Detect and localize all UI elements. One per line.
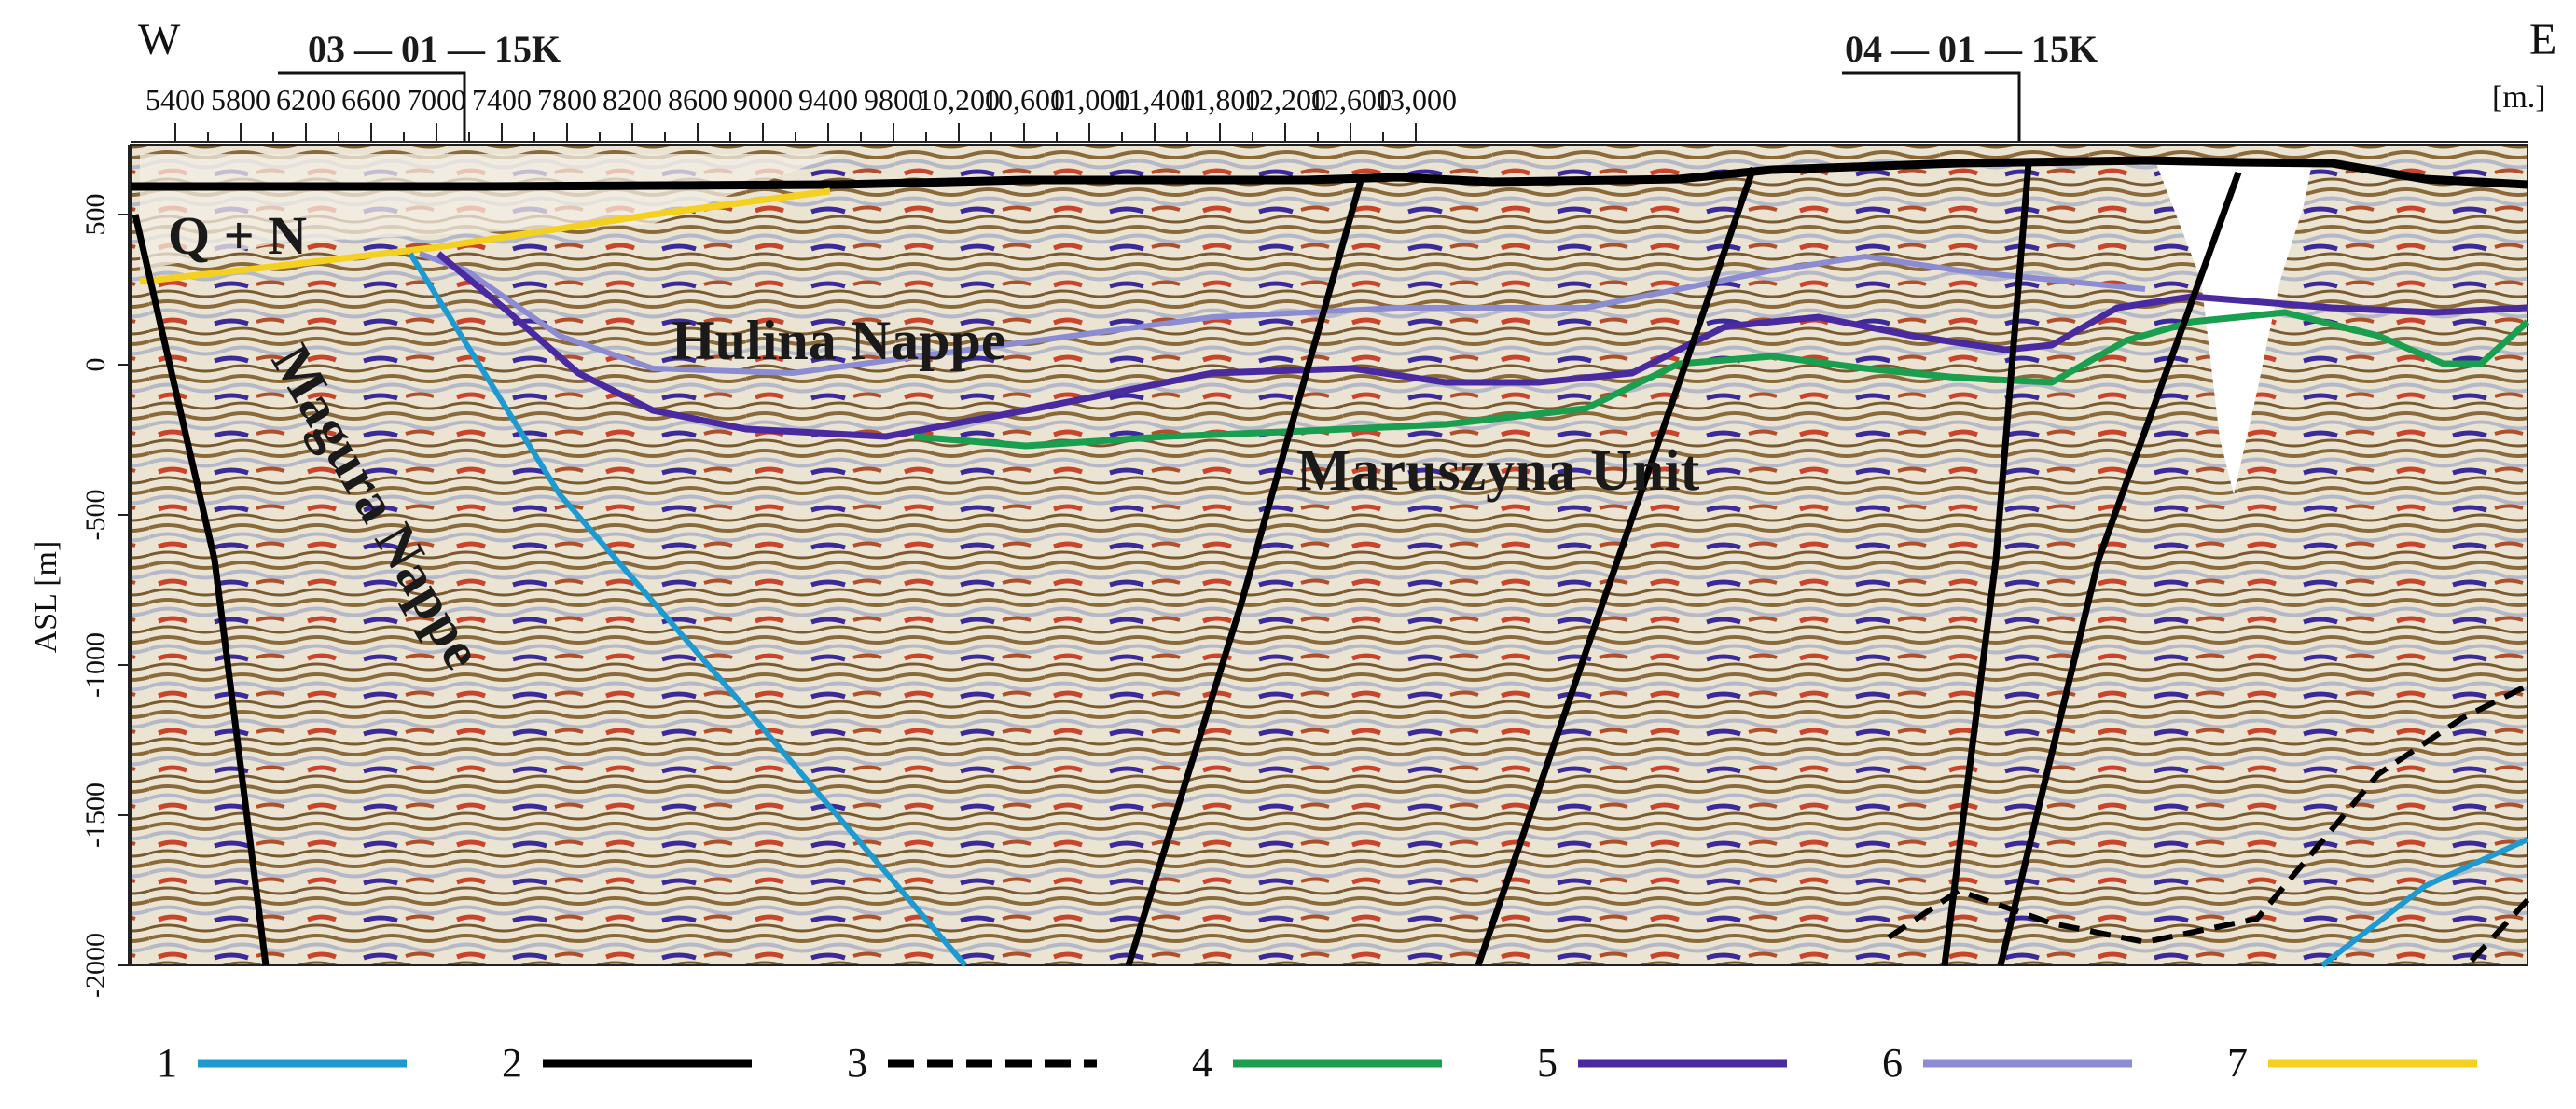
- distance-tick-label: 8200: [602, 83, 662, 117]
- legend-item-3: 3: [847, 1040, 1097, 1086]
- legend-number: 4: [1192, 1040, 1212, 1086]
- fault-line: [1475, 166, 1757, 967]
- legend-number: 1: [157, 1040, 177, 1086]
- qn-base-line: [139, 187, 831, 285]
- depth-tick-label: 0: [80, 358, 111, 372]
- fault-line: [1997, 171, 2242, 966]
- fault-line: [132, 214, 270, 966]
- distance-axis: 5400 5800 6200 6600 7000 7400 7800 8200 8600 9000…: [131, 83, 2528, 143]
- fault-line: [1125, 176, 1365, 967]
- no-data-notch: [2154, 159, 2313, 494]
- legend: 1 2 3 4 5 6 7: [157, 1040, 2477, 1086]
- depth-tick-label: 500: [80, 194, 111, 236]
- well-label-left: 03 — 01 — 15K: [308, 28, 561, 70]
- legend-number: 6: [1882, 1040, 1903, 1086]
- well-label-right: 04 — 01 — 15K: [1845, 28, 2098, 70]
- legend-item-6: 6: [1882, 1040, 2132, 1086]
- distance-tick-label: 11,000: [1049, 83, 1130, 117]
- depth-tick-label: -1000: [80, 632, 111, 698]
- distance-tick-label: 11,400: [1115, 83, 1196, 117]
- distance-tick-label: 9400: [798, 83, 858, 117]
- distance-tick-label: 5800: [211, 83, 270, 117]
- depth-tick-label: -500: [80, 490, 111, 541]
- topography-line: [131, 156, 2528, 191]
- legend-item-7: 7: [2227, 1040, 2477, 1086]
- horizon-5-line: [436, 251, 2528, 440]
- well-bracket-left: [278, 71, 466, 142]
- distance-tick-label: 9800: [864, 83, 923, 117]
- distance-tick-label: 7800: [537, 83, 597, 117]
- overthrust-line-east: [2320, 837, 2529, 968]
- legend-item-4: 4: [1192, 1040, 1442, 1086]
- depth-tick-label: -1500: [80, 783, 111, 848]
- label-q-n: Q + N: [168, 205, 307, 266]
- fault-line: [1941, 162, 2032, 966]
- east-label: E: [2529, 15, 2556, 64]
- distance-tick-label: 10,200: [918, 83, 1000, 117]
- distance-tick-label: 9000: [733, 83, 793, 117]
- horizon-6-line: [418, 251, 2146, 377]
- depth-axis-title: ASL [m]: [29, 541, 63, 654]
- depth-tick-label: -2000: [80, 933, 111, 998]
- label-hulina-nappe: Hulina Nappe: [672, 310, 1005, 371]
- dashed-horizon-line: [2469, 897, 2530, 963]
- distance-tick-label: 12,600: [1309, 83, 1392, 117]
- overthrust-line: [408, 252, 968, 967]
- west-label: W: [138, 15, 181, 64]
- distance-tick-label: 6200: [276, 83, 336, 117]
- seismic-panel: [131, 145, 2528, 965]
- dashed-horizon-line: [1887, 683, 2529, 946]
- distance-tick-label: 11,800: [1180, 83, 1261, 117]
- depth-axis: 500 0 -500 -1000 -1500 -2000: [80, 145, 131, 998]
- panel-frame: [130, 144, 2528, 966]
- legend-number: 3: [847, 1040, 867, 1086]
- distance-tick-label: 5400: [145, 83, 205, 117]
- distance-tick-label: 7000: [407, 83, 466, 117]
- legend-number: 2: [502, 1040, 522, 1086]
- distance-tick-label: 12,200: [1244, 83, 1326, 117]
- label-maruszyna-unit: Maruszyna Unit: [1296, 439, 1700, 503]
- legend-number: 5: [1537, 1040, 1558, 1086]
- distance-tick-label: 6600: [341, 83, 401, 117]
- legend-item-2: 2: [502, 1040, 752, 1086]
- legend-number: 7: [2227, 1040, 2248, 1086]
- distance-tick-label: 13,000: [1375, 83, 1457, 117]
- distance-tick-label: 10,600: [983, 83, 1065, 117]
- distance-unit: [m.]: [2492, 80, 2546, 115]
- legend-item-1: 1: [157, 1040, 407, 1086]
- distance-tick-label: 8600: [668, 83, 727, 117]
- well-bracket-right: [1842, 71, 2021, 142]
- horizon-4-line: [913, 309, 2530, 450]
- legend-item-5: 5: [1537, 1040, 1787, 1086]
- distance-tick-label: 7400: [472, 83, 532, 117]
